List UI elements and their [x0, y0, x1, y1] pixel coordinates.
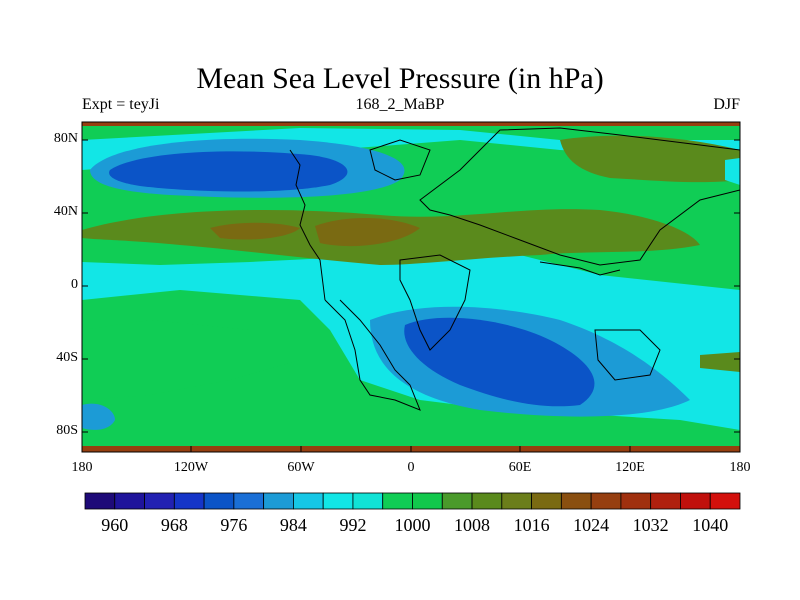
colorbar-box [680, 492, 711, 510]
colorbar-box [352, 492, 384, 510]
colorbar-box [144, 492, 175, 510]
lon-label-60e: 60E [508, 460, 532, 475]
colorbar-label: 984 [279, 515, 307, 535]
lat-label-80s: 80S [56, 423, 78, 438]
map-title: Mean Sea Level Pressure (in hPa) [196, 62, 604, 95]
arctic-green [82, 122, 740, 140]
colorbar-box [203, 492, 235, 510]
colorbar-box [263, 492, 294, 510]
lon-label-60w: 60W [287, 460, 315, 475]
northeast-low [725, 158, 740, 185]
se-asia-coast [539, 261, 621, 276]
colorbar-label: 1024 [573, 515, 610, 535]
north-america-coast [289, 149, 326, 301]
south-america-coast [324, 299, 421, 411]
colorbar-label: 976 [220, 515, 248, 535]
colorbar-box [173, 492, 205, 510]
colorbar-box [114, 492, 145, 510]
lon-label-0: 0 [407, 460, 415, 475]
greenland-coast [369, 139, 431, 181]
colorbar-label: 1016 [513, 515, 550, 535]
pressure-field [82, 122, 740, 452]
colorbar-label: 1040 [692, 515, 729, 535]
siberian-high [560, 135, 740, 183]
lat-label-40s: 40S [56, 350, 78, 365]
colorbar-box [412, 492, 443, 510]
colorbar-label: 960 [101, 515, 129, 535]
colorbar-box [501, 492, 532, 510]
season-label: DJF [713, 96, 740, 113]
lat-label-80n: 80N [53, 131, 78, 146]
colorbar-label: 1032 [632, 515, 669, 535]
aleutian-low-inner [109, 151, 348, 192]
colorbar-box [709, 492, 741, 510]
colorbar-box [560, 492, 592, 510]
colorbar-label: 1000 [394, 515, 431, 535]
southwest-low [82, 403, 115, 430]
colorbar-label: 992 [339, 515, 367, 535]
australia-coast [594, 329, 661, 381]
lon-label-180w: 180 [71, 460, 93, 475]
east-pacific-high [700, 352, 740, 372]
colorbar-box [84, 492, 116, 510]
lon-label-180e: 180 [729, 460, 751, 475]
colorbar-box [382, 492, 413, 510]
top-band [82, 122, 740, 126]
colorbar-label: 1008 [454, 515, 491, 535]
colorbar-box [233, 492, 265, 510]
colorbar-box [471, 492, 503, 510]
eurasia-coast [419, 127, 740, 266]
colorbar-box [620, 492, 652, 510]
africa-coast [399, 254, 471, 351]
colorbar [84, 492, 741, 510]
colorbar-box [531, 492, 562, 510]
antarctic-low-inner [404, 317, 595, 407]
colorbar-box [322, 492, 354, 510]
colorbar-box [590, 492, 622, 510]
lat-label-0: 0 [71, 277, 78, 292]
colorbar-box [293, 492, 324, 510]
run-label: 168_2_MaBP [355, 96, 445, 113]
lon-label-120e: 120E [615, 460, 645, 475]
colorbar-label: 968 [160, 515, 188, 535]
lon-label-120w: 120W [173, 460, 209, 475]
atlantic-high [315, 217, 420, 247]
south-pacific-green [82, 320, 300, 400]
lat-label-40n: 40N [53, 204, 78, 219]
colorbar-box [441, 492, 473, 510]
axis-ticks [82, 139, 740, 452]
colorbar-box [650, 492, 681, 510]
subtropical-high [210, 222, 300, 240]
experiment-label: Expt = teyJi [82, 96, 160, 113]
